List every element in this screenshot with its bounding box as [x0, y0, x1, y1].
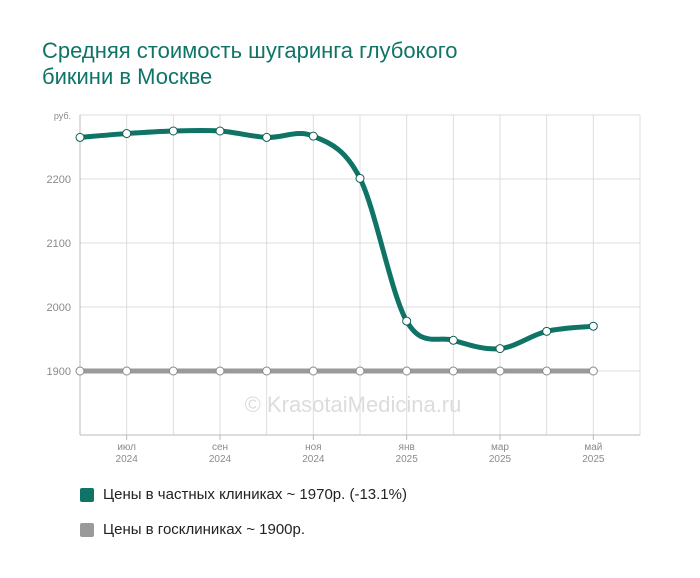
data-point-private — [402, 316, 412, 326]
y-tick-label: 2000 — [47, 302, 71, 314]
data-point-public — [75, 366, 85, 376]
data-point-private — [262, 132, 272, 142]
x-tick-label-year: 2025 — [489, 454, 512, 465]
data-point-public — [448, 366, 458, 376]
data-point-public — [215, 366, 225, 376]
x-tick-label-year: 2025 — [582, 454, 605, 465]
series-layer — [75, 126, 598, 376]
data-point-public — [355, 366, 365, 376]
data-point-private — [75, 132, 85, 142]
y-tick-label: 2200 — [47, 174, 71, 186]
chart-title-line-1: Средняя стоимость шугаринга глубокого — [42, 38, 458, 63]
x-tick-label-month: июл — [117, 442, 136, 453]
line-chart: руб.2200210020001900июл2024сен2024ноя202… — [47, 111, 641, 465]
legend-item-public[interactable]: Цены в госклиниках ~ 1900р. — [80, 521, 305, 538]
data-point-public — [122, 366, 132, 376]
x-tick-label-month: ноя — [305, 442, 322, 453]
data-point-public — [262, 366, 272, 376]
data-point-private — [215, 126, 225, 136]
data-point-private — [168, 126, 178, 136]
x-tick-label-year: 2025 — [396, 454, 419, 465]
data-point-private — [588, 321, 598, 331]
x-tick-label-month: сен — [212, 442, 228, 453]
x-tick-label-year: 2024 — [302, 454, 325, 465]
legend-label-private: Цены в частных клиниках ~ 1970р. (-13.1%… — [103, 486, 407, 503]
legend-label-public: Цены в госклиниках ~ 1900р. — [103, 521, 306, 538]
axes: руб.2200210020001900июл2024сен2024ноя202… — [47, 111, 640, 465]
data-point-public — [542, 366, 552, 376]
watermark: © KrasotaiMedicina.ru — [245, 392, 462, 417]
x-tick-label-year: 2024 — [116, 454, 139, 465]
series-line-private — [77, 127, 596, 352]
y-tick-label: 2100 — [47, 238, 71, 250]
data-point-private — [448, 335, 458, 345]
data-point-public — [308, 366, 318, 376]
chart-title-line-2: бикини в Москве — [42, 64, 213, 89]
grid-lines — [80, 114, 641, 435]
data-point-private — [542, 326, 552, 336]
legend-swatch-public — [80, 522, 94, 537]
data-point-private — [308, 131, 318, 141]
x-tick-label-year: 2024 — [209, 454, 232, 465]
chart-title: Средняя стоимость шугаринга глубокого би… — [42, 38, 602, 90]
data-point-private — [495, 344, 505, 354]
data-point-public — [402, 366, 412, 376]
y-tick-label: руб. — [54, 111, 71, 121]
data-point-public — [495, 366, 505, 376]
x-tick-label-month: май — [584, 442, 602, 453]
data-point-private — [355, 173, 365, 183]
data-point-public — [168, 366, 178, 376]
data-point-private — [122, 129, 132, 139]
y-tick-label: 1900 — [47, 366, 71, 378]
legend-item-private[interactable]: Цены в частных клиниках ~ 1970р. (-13.1%… — [80, 486, 407, 503]
legend-swatch-private — [80, 487, 94, 502]
x-tick-label-month: янв — [399, 442, 415, 453]
data-point-public — [588, 366, 598, 376]
x-tick-label-month: мар — [491, 442, 509, 453]
